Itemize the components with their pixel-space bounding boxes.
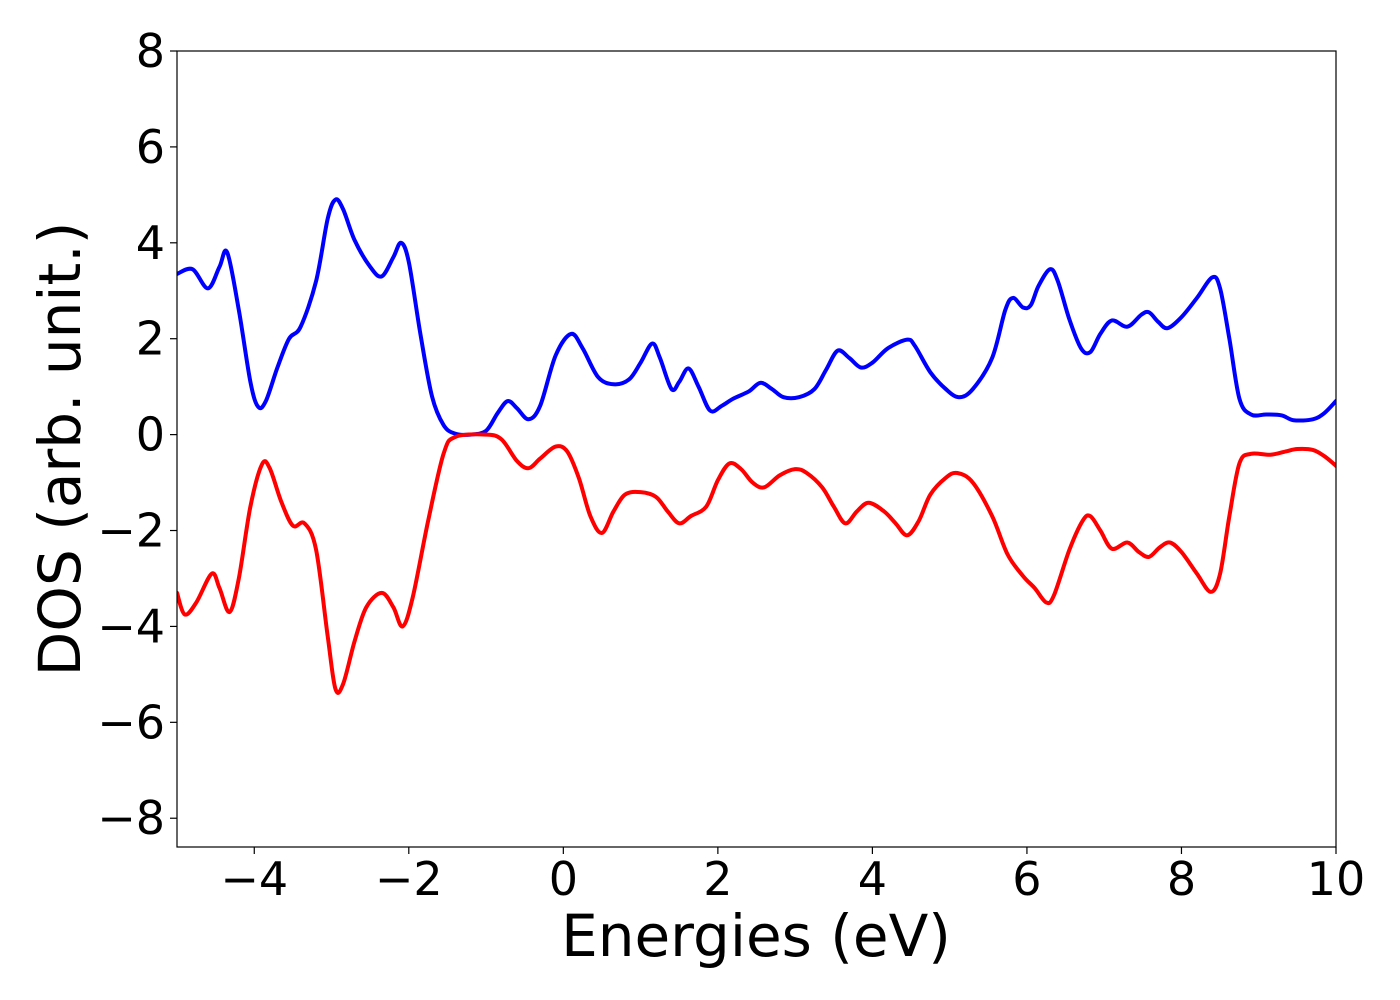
x-tick-label: 6 [1012, 852, 1041, 906]
x-axis-label: Energies (eV) [561, 902, 951, 970]
series-line-1 [177, 197, 1336, 437]
y-tick-label: 6 [136, 120, 165, 174]
series-line-2 [177, 432, 1336, 695]
y-tick-label: 0 [136, 408, 165, 462]
x-tick-label: 4 [858, 852, 887, 906]
y-axis-label: DOS (arb. unit.) [26, 222, 94, 677]
y-axis-ticks: −8 −6 −4 −2 0 2 4 6 8 [97, 24, 177, 845]
y-tick-label: −4 [97, 599, 165, 653]
y-tick-label: 2 [136, 312, 165, 366]
x-tick-label: −4 [220, 852, 288, 906]
plot-frame [176, 50, 1337, 848]
x-tick-label: 2 [703, 852, 732, 906]
y-tick-label: −8 [97, 791, 165, 845]
x-axis-ticks: −4 −2 0 2 4 6 8 10 [220, 847, 1365, 906]
y-tick-label: 8 [136, 24, 165, 78]
x-tick-label: 0 [549, 852, 578, 906]
y-tick-label: −6 [97, 695, 165, 749]
y-tick-label: 4 [136, 216, 165, 270]
x-tick-label: 8 [1167, 852, 1196, 906]
y-tick-label: −2 [97, 504, 165, 558]
x-tick-label: 10 [1307, 852, 1366, 906]
series-layer [177, 197, 1336, 695]
x-tick-label: −2 [375, 852, 443, 906]
